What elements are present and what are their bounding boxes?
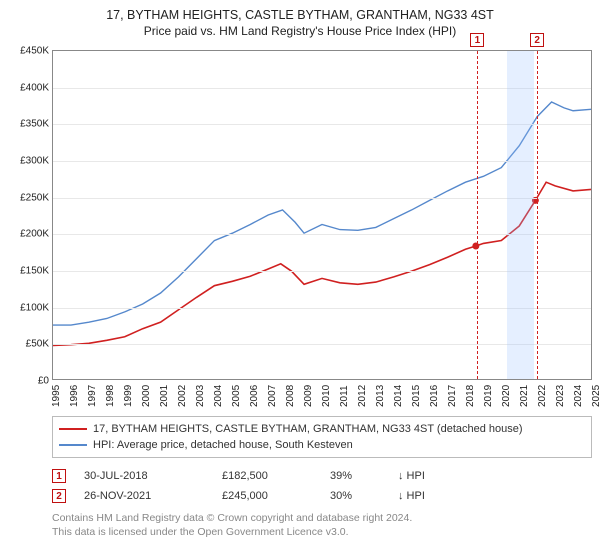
transaction-marker: 2	[52, 489, 66, 503]
transaction-marker: 1	[52, 469, 66, 483]
x-tick-label: 1996	[69, 385, 80, 407]
y-tick-label: £350K	[20, 119, 49, 130]
footer-line-2: This data is licensed under the Open Gov…	[52, 526, 592, 540]
x-tick-label: 1995	[51, 385, 62, 407]
x-tick-label: 2019	[483, 385, 494, 407]
transaction-date: 26-NOV-2021	[84, 490, 204, 502]
x-tick-label: 2008	[285, 385, 296, 407]
x-tick-label: 2013	[375, 385, 386, 407]
highlight-band	[507, 51, 534, 379]
x-tick-label: 2024	[573, 385, 584, 407]
x-tick-label: 2000	[141, 385, 152, 407]
transaction-row: 2 26-NOV-2021 £245,000 30% ↓ HPI	[52, 486, 592, 506]
x-tick-label: 2015	[411, 385, 422, 407]
y-tick-label: £50K	[26, 339, 49, 350]
chart-title: 17, BYTHAM HEIGHTS, CASTLE BYTHAM, GRANT…	[12, 8, 588, 22]
x-tick-label: 2018	[465, 385, 476, 407]
marker-label: 2	[530, 33, 544, 47]
x-tick-label: 1998	[105, 385, 116, 407]
transaction-hpi: ↓ HPI	[398, 490, 425, 502]
y-tick-label: £100K	[20, 302, 49, 313]
y-tick-label: £250K	[20, 192, 49, 203]
y-tick-label: £150K	[20, 266, 49, 277]
x-tick-label: 2012	[357, 385, 368, 407]
transaction-pct: 30%	[330, 490, 380, 502]
x-tick-label: 2005	[231, 385, 242, 407]
transaction-price: £182,500	[222, 470, 312, 482]
transaction-hpi: ↓ HPI	[398, 470, 425, 482]
chart-container: 17, BYTHAM HEIGHTS, CASTLE BYTHAM, GRANT…	[0, 0, 600, 560]
transaction-row: 1 30-JUL-2018 £182,500 39% ↓ HPI	[52, 466, 592, 486]
x-tick-label: 2022	[537, 385, 548, 407]
plot-area: £0£50K£100K£150K£200K£250K£300K£350K£400…	[52, 50, 592, 380]
x-tick-label: 1997	[87, 385, 98, 407]
transaction-price: £245,000	[222, 490, 312, 502]
x-tick-label: 2016	[429, 385, 440, 407]
x-tick-label: 2014	[393, 385, 404, 407]
y-tick-label: £450K	[20, 46, 49, 57]
footer-line-1: Contains HM Land Registry data © Crown c…	[52, 512, 592, 526]
y-tick-label: £400K	[20, 82, 49, 93]
legend-swatch	[59, 444, 87, 446]
transactions-table: 1 30-JUL-2018 £182,500 39% ↓ HPI 2 26-NOV-2021…	[52, 466, 592, 506]
x-tick-label: 2003	[195, 385, 206, 407]
y-tick-label: £300K	[20, 156, 49, 167]
legend-row: HPI: Average price, detached house, Sout…	[59, 437, 585, 453]
x-tick-label: 2001	[159, 385, 170, 407]
x-tick-label: 2010	[321, 385, 332, 407]
legend-swatch	[59, 428, 87, 430]
y-tick-label: £200K	[20, 229, 49, 240]
x-tick-label: 2017	[447, 385, 458, 407]
x-tick-label: 2009	[303, 385, 314, 407]
transaction-pct: 39%	[330, 470, 380, 482]
x-tick-label: 2025	[591, 385, 600, 407]
x-tick-label: 2020	[501, 385, 512, 407]
x-tick-label: 2002	[177, 385, 188, 407]
y-tick-label: £0	[38, 376, 49, 387]
x-tick-label: 2006	[249, 385, 260, 407]
marker-label: 1	[470, 33, 484, 47]
legend: 17, BYTHAM HEIGHTS, CASTLE BYTHAM, GRANT…	[52, 416, 592, 458]
x-tick-label: 2011	[339, 385, 350, 407]
legend-label: 17, BYTHAM HEIGHTS, CASTLE BYTHAM, GRANT…	[93, 421, 523, 437]
marker-line	[537, 51, 538, 379]
footer-text: Contains HM Land Registry data © Crown c…	[52, 512, 592, 539]
legend-row: 17, BYTHAM HEIGHTS, CASTLE BYTHAM, GRANT…	[59, 421, 585, 437]
x-tick-label: 2004	[213, 385, 224, 407]
x-tick-label: 1999	[123, 385, 134, 407]
x-tick-label: 2023	[555, 385, 566, 407]
marker-line	[477, 51, 478, 379]
x-tick-label: 2007	[267, 385, 278, 407]
legend-label: HPI: Average price, detached house, Sout…	[93, 437, 353, 453]
x-tick-label: 2021	[519, 385, 530, 407]
transaction-date: 30-JUL-2018	[84, 470, 204, 482]
chart-subtitle: Price paid vs. HM Land Registry's House …	[12, 24, 588, 38]
